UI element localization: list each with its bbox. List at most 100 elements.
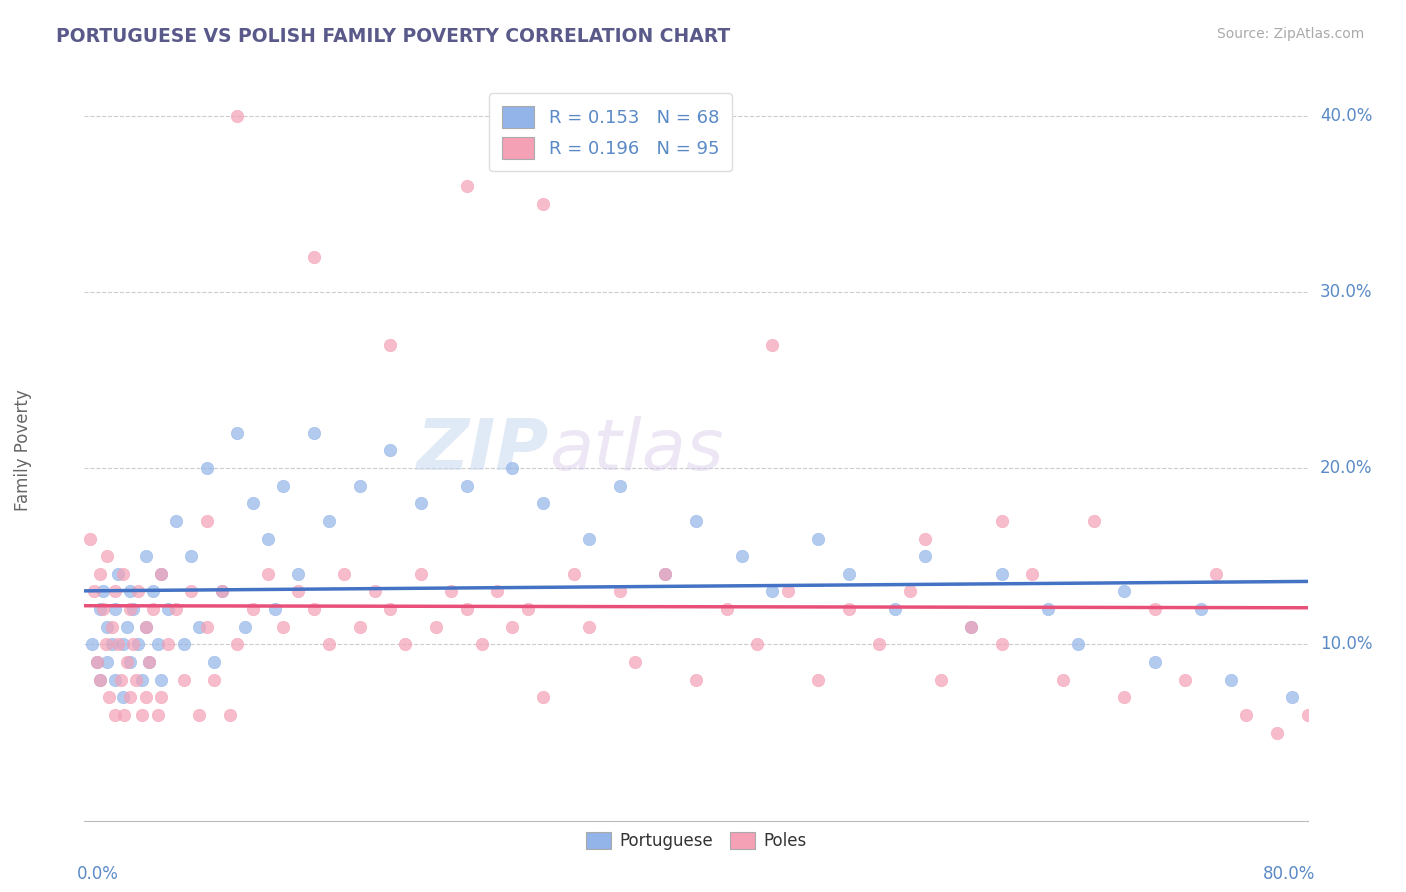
Point (107, 637, 129, 651)
Point (883, 602, 905, 616)
Point (364, 584, 387, 599)
Point (409, 566, 432, 581)
Point (111, 690, 134, 705)
Point (218, 707, 240, 722)
Point (302, 425, 325, 440)
Text: 20.0%: 20.0% (1320, 459, 1372, 477)
Text: Source: ZipAtlas.com: Source: ZipAtlas.com (1216, 27, 1364, 41)
Point (127, 637, 149, 651)
Point (89, 566, 111, 581)
Point (120, 584, 142, 599)
Point (1143, 655, 1166, 669)
Point (104, 707, 127, 722)
Point (180, 549, 202, 564)
Point (115, 620, 138, 634)
Point (91, 584, 114, 599)
Point (914, 549, 936, 564)
Point (202, 655, 225, 669)
Point (960, 620, 983, 634)
Point (257, 566, 280, 581)
Point (122, 637, 145, 651)
Point (122, 602, 145, 616)
Point (173, 673, 195, 687)
Point (104, 584, 127, 599)
Point (157, 602, 180, 616)
Point (226, 109, 249, 123)
Point (929, 673, 952, 687)
Point (112, 707, 135, 722)
Point (101, 620, 124, 634)
Point (1296, 707, 1319, 722)
Point (146, 637, 169, 651)
Point (1220, 673, 1243, 687)
Point (838, 602, 860, 616)
Point (146, 707, 169, 722)
Point (120, 602, 142, 616)
Point (101, 637, 124, 651)
Point (349, 620, 371, 634)
Point (1036, 602, 1059, 616)
Point (1114, 690, 1136, 705)
Point (1236, 707, 1258, 722)
Point (287, 584, 309, 599)
Text: 10.0%: 10.0% (1320, 635, 1372, 653)
Point (79, 532, 101, 546)
Point (440, 584, 463, 599)
Point (86, 655, 108, 669)
Point (226, 637, 249, 651)
Point (271, 620, 294, 634)
Point (1083, 514, 1105, 528)
Point (80, 637, 103, 651)
Point (869, 637, 891, 651)
Text: atlas: atlas (550, 416, 724, 485)
Point (1281, 690, 1303, 705)
Point (86, 655, 108, 669)
Point (333, 566, 356, 581)
Point (149, 673, 172, 687)
Text: PORTUGUESE VS POLISH FAMILY POVERTY CORRELATION CHART: PORTUGUESE VS POLISH FAMILY POVERTY CORR… (56, 27, 731, 45)
Point (149, 566, 172, 581)
Point (135, 620, 157, 634)
Point (578, 532, 600, 546)
Point (264, 602, 287, 616)
Point (380, 602, 402, 616)
Point (242, 496, 264, 510)
Point (456, 179, 478, 194)
Point (302, 602, 325, 616)
Point (456, 602, 478, 616)
Point (173, 637, 195, 651)
Point (349, 479, 371, 493)
Point (624, 655, 647, 669)
Legend: Portuguese, Poles: Portuguese, Poles (579, 825, 813, 856)
Point (1067, 637, 1090, 651)
Text: Family Poverty: Family Poverty (14, 390, 32, 511)
Point (271, 479, 294, 493)
Point (110, 673, 132, 687)
Point (761, 584, 783, 599)
Point (807, 673, 830, 687)
Point (131, 707, 153, 722)
Point (96, 655, 118, 669)
Point (135, 690, 157, 705)
Point (409, 496, 432, 510)
Point (149, 566, 172, 581)
Point (486, 584, 509, 599)
Point (111, 637, 134, 651)
Point (111, 566, 134, 581)
Point (516, 602, 538, 616)
Point (654, 566, 676, 581)
Point (127, 584, 149, 599)
Point (104, 602, 127, 616)
Point (716, 602, 738, 616)
Point (89, 602, 111, 616)
Point (502, 620, 524, 634)
Point (960, 620, 983, 634)
Point (89, 673, 111, 687)
Point (747, 637, 769, 651)
Point (226, 425, 249, 440)
Point (188, 620, 211, 634)
Point (609, 479, 631, 493)
Point (1143, 602, 1166, 616)
Point (302, 250, 325, 264)
Point (731, 549, 754, 564)
